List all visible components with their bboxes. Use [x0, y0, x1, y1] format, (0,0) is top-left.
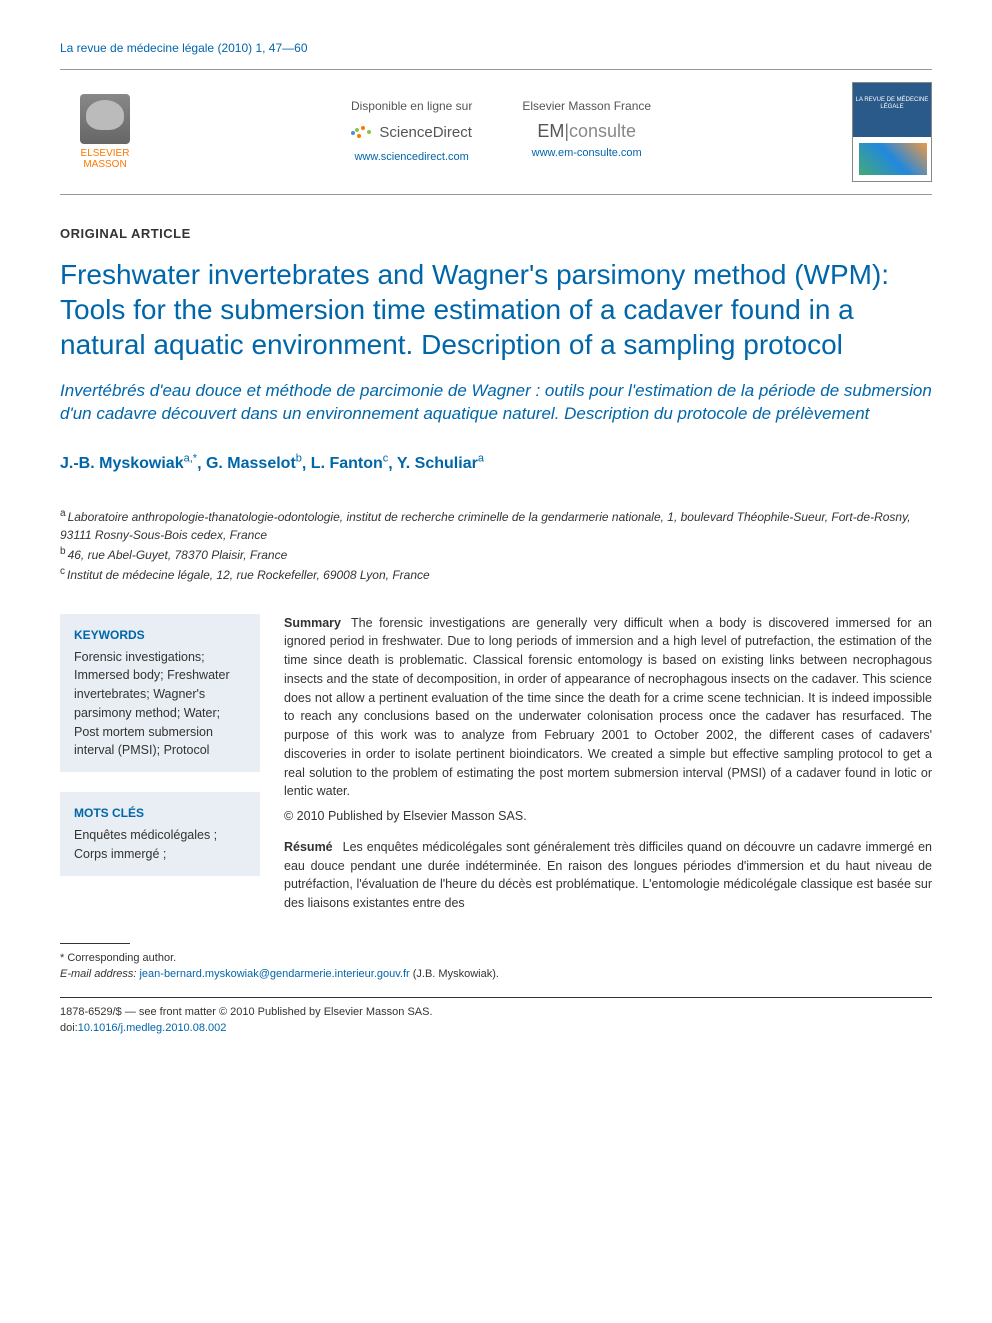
elsevier-tree-icon: [80, 94, 130, 144]
keywords-column: KEYWORDS Forensic investigations; Immers…: [60, 614, 260, 925]
article-type: ORIGINAL ARTICLE: [60, 225, 932, 243]
corresponding-star: * Corresponding author.: [60, 950, 932, 967]
summary-label: Summary: [284, 616, 341, 630]
journal-cover-thumbnail: LA REVUE DE MÉDECINE LÉGALE: [852, 82, 932, 182]
keywords-items: Forensic investigations; Immersed body; …: [74, 648, 246, 761]
cover-image-icon: [859, 143, 927, 175]
doi-link[interactable]: 10.1016/j.medleg.2010.08.002: [78, 1022, 227, 1034]
motscles-heading: MOTS CLÉS: [74, 804, 246, 822]
summary-block: SummaryThe forensic investigations are g…: [284, 614, 932, 826]
emconsulte-block: Elsevier Masson France EM|consulte www.e…: [522, 97, 651, 166]
publisher-name: ELSEVIER MASSON: [60, 148, 150, 170]
em-publisher-text: Elsevier Masson France: [522, 97, 651, 116]
motscles-box: MOTS CLÉS Enquêtes médicolégales ; Corps…: [60, 792, 260, 876]
affiliation: cInstitut de médecine légale, 12, rue Ro…: [60, 564, 932, 584]
corresponding-email[interactable]: jean-bernard.myskowiak@gendarmerie.inter…: [139, 968, 409, 980]
sd-available-text: Disponible en ligne sur: [351, 97, 472, 116]
journal-reference: La revue de médecine légale (2010) 1, 47…: [60, 40, 932, 57]
corresponding-separator: [60, 943, 130, 944]
affiliations-list: aLaboratoire anthropologie-thanatologie-…: [60, 506, 932, 584]
affiliation: aLaboratoire anthropologie-thanatologie-…: [60, 506, 932, 544]
abstract-row: KEYWORDS Forensic investigations; Immers…: [60, 614, 932, 925]
em-url[interactable]: www.em-consulte.com: [522, 145, 651, 163]
corresponding-author: * Corresponding author. E-mail address: …: [60, 950, 932, 983]
affiliation: b46, rue Abel-Guyet, 78370 Plaisir, Fran…: [60, 544, 932, 564]
sd-dots-icon: [351, 126, 375, 140]
summary-copyright: © 2010 Published by Elsevier Masson SAS.: [284, 807, 932, 826]
author: Y. Schuliara: [397, 455, 484, 472]
article-title-french: Invertébrés d'eau douce et méthode de pa…: [60, 380, 932, 426]
footer-separator: [60, 997, 932, 998]
authors-list: J.-B. Myskowiaka,*, G. Masselotb, L. Fan…: [60, 452, 932, 476]
sciencedirect-logo: ScienceDirect: [351, 121, 472, 145]
author: L. Fantonc: [311, 455, 388, 472]
header-center-links: Disponible en ligne sur ScienceDirect ww…: [351, 97, 651, 166]
article-title-english: Freshwater invertebrates and Wagner's pa…: [60, 257, 932, 362]
author: J.-B. Myskowiaka,*: [60, 455, 197, 472]
doi-label: doi:: [60, 1022, 78, 1034]
email-label: E-mail address:: [60, 968, 136, 980]
header-bar: ELSEVIER MASSON Disponible en ligne sur …: [60, 69, 932, 195]
front-matter: 1878-6529/$ — see front matter © 2010 Pu…: [60, 1004, 932, 1021]
summary-text: The forensic investigations are generall…: [284, 616, 932, 799]
emconsulte-logo: EM|consulte: [522, 117, 651, 146]
corresponding-name: (J.B. Myskowiak).: [413, 968, 499, 980]
cover-title: LA REVUE DE MÉDECINE LÉGALE: [853, 83, 931, 111]
sciencedirect-block: Disponible en ligne sur ScienceDirect ww…: [351, 97, 472, 166]
abstract-column: SummaryThe forensic investigations are g…: [284, 614, 932, 925]
sd-url[interactable]: www.sciencedirect.com: [351, 149, 472, 167]
resume-text: Les enquêtes médicolégales sont générale…: [284, 840, 932, 910]
resume-block: RésuméLes enquêtes médicolégales sont gé…: [284, 838, 932, 913]
motscles-items: Enquêtes médicolégales ; Corps immergé ;: [74, 826, 246, 864]
publisher-logo: ELSEVIER MASSON: [60, 94, 150, 170]
keywords-heading: KEYWORDS: [74, 626, 246, 644]
author: G. Masselotb: [206, 455, 302, 472]
keywords-box: KEYWORDS Forensic investigations; Immers…: [60, 614, 260, 773]
footer-info: 1878-6529/$ — see front matter © 2010 Pu…: [60, 1004, 932, 1037]
resume-label: Résumé: [284, 840, 333, 854]
